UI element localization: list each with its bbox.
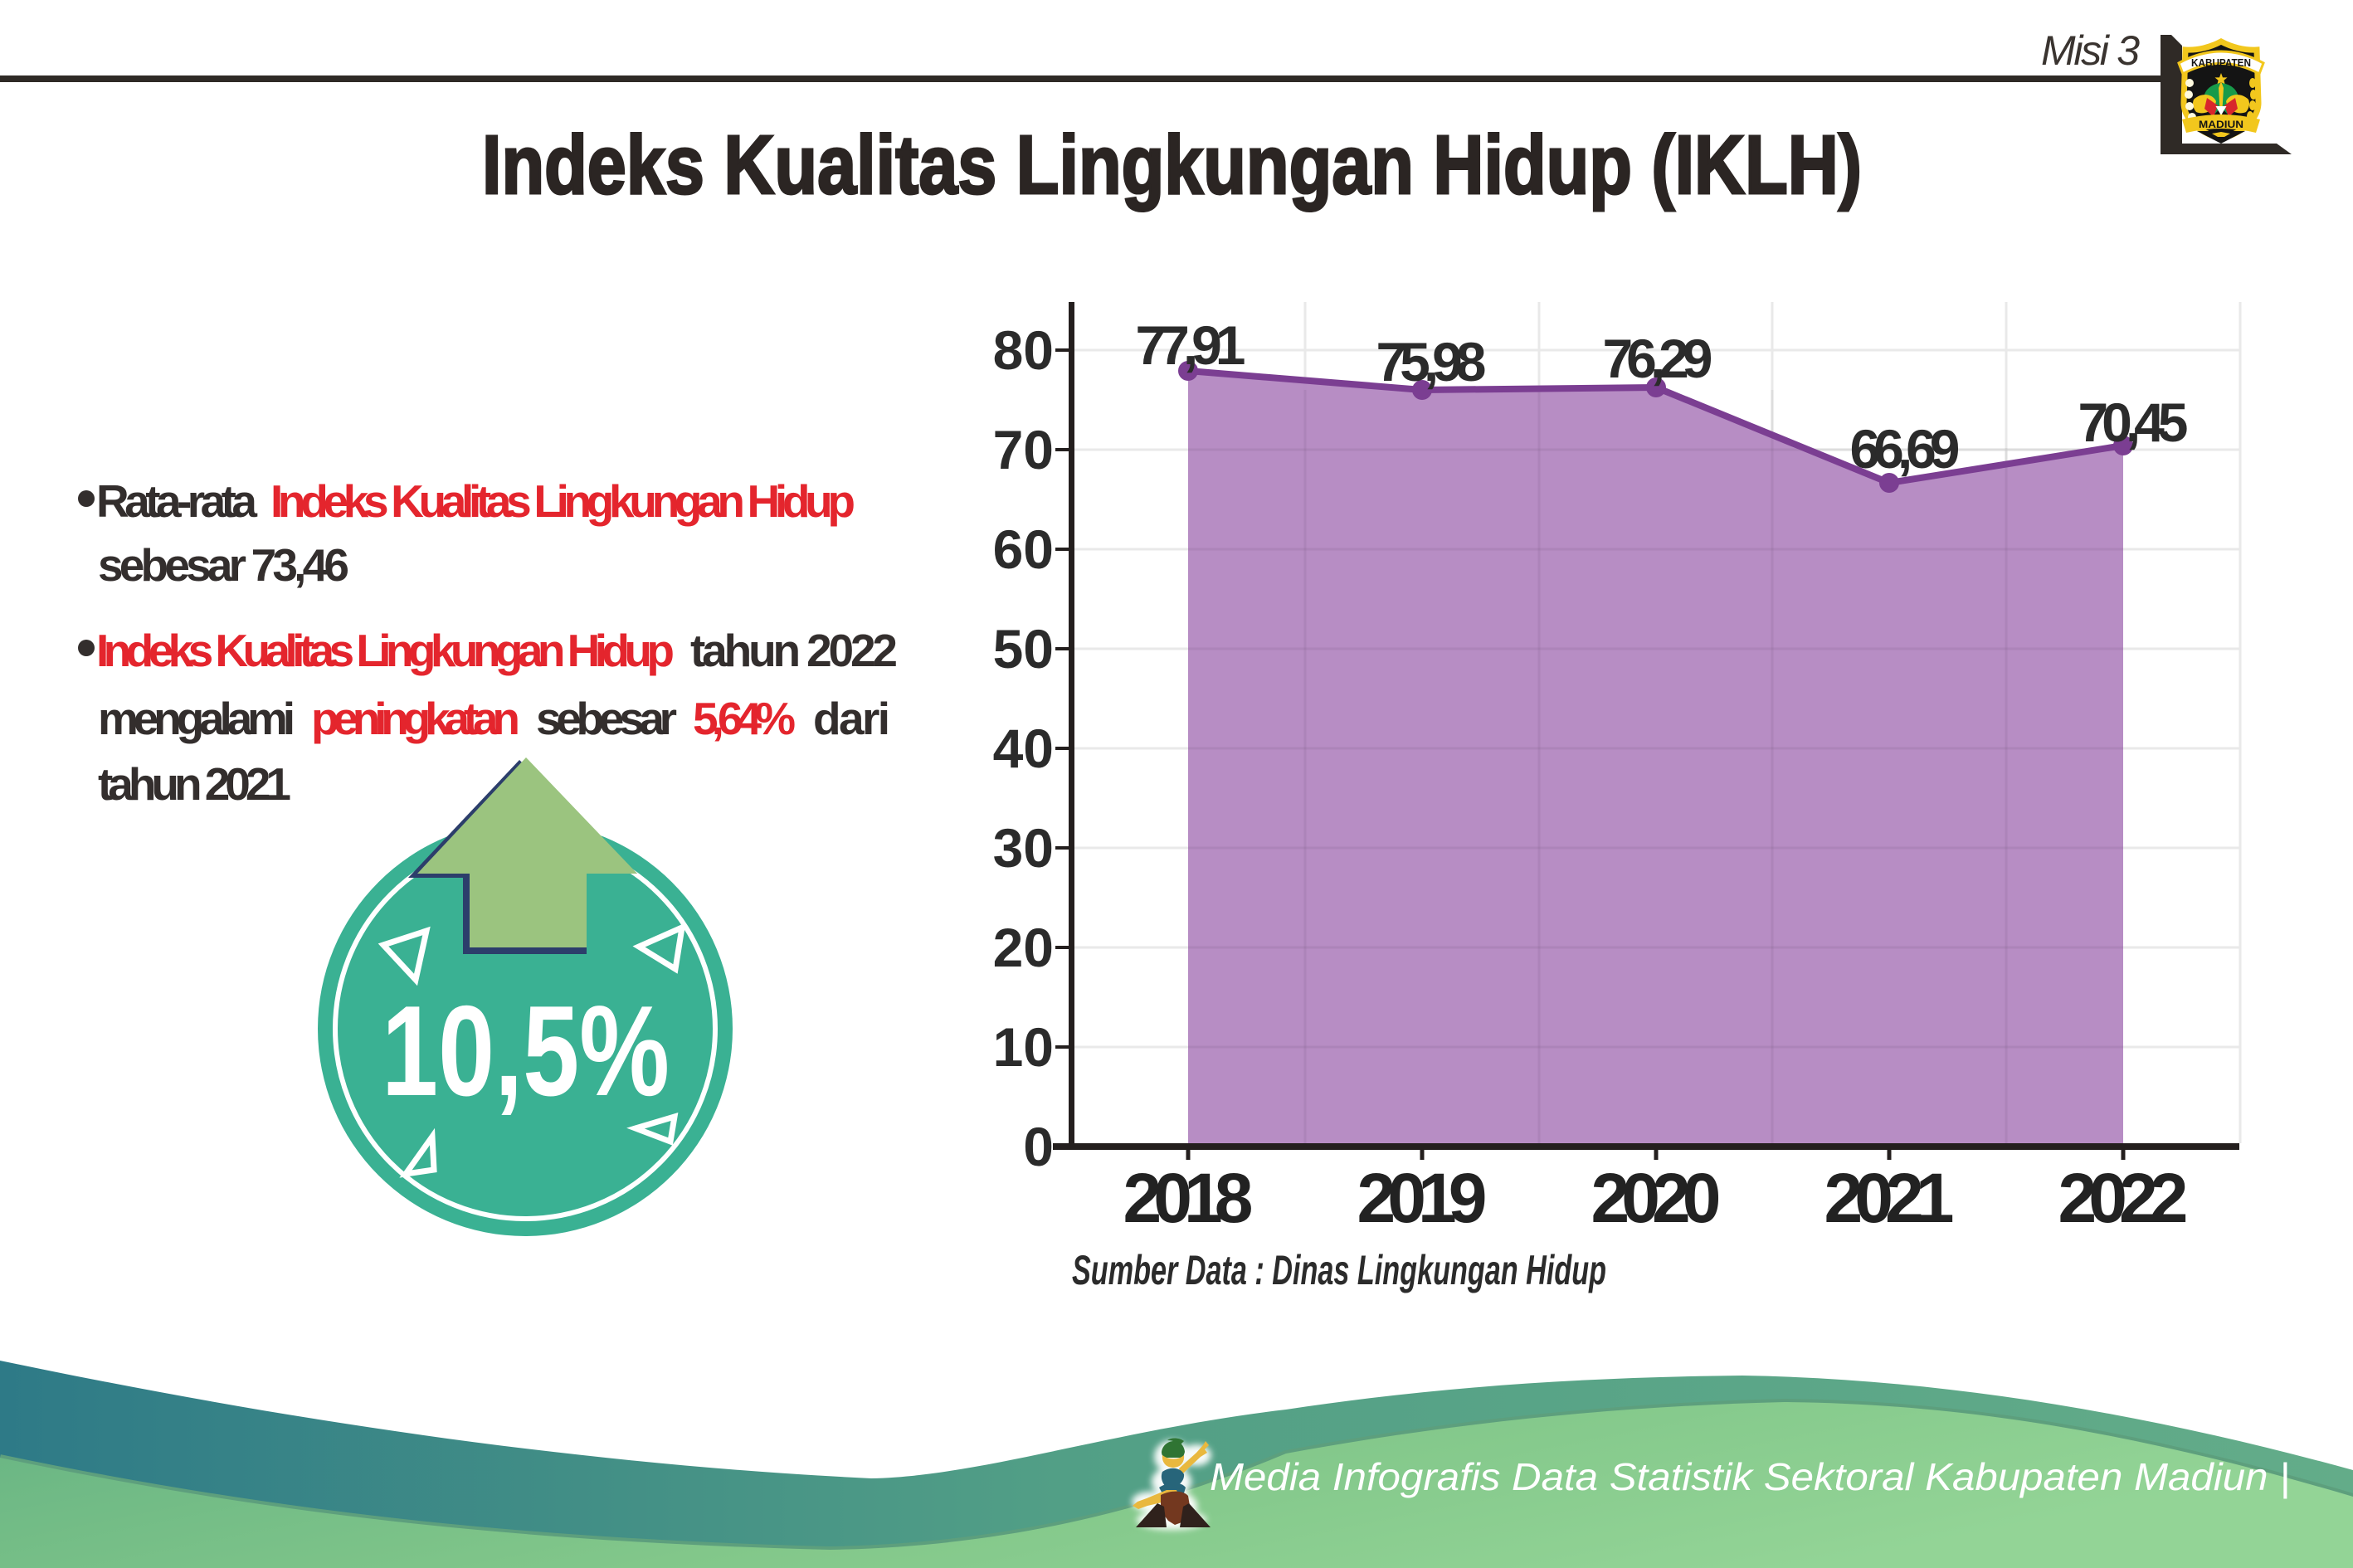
svg-text:2022: 2022 xyxy=(2058,1159,2189,1237)
svg-text:Sumber Data : Dinas Lingkungan: Sumber Data : Dinas Lingkungan Hidup xyxy=(1072,1247,1606,1293)
svg-text:20: 20 xyxy=(993,917,1054,978)
svg-text:10: 10 xyxy=(993,1016,1054,1078)
svg-text:77,91: 77,91 xyxy=(1136,314,1246,376)
svg-text:Misi 3: Misi 3 xyxy=(2041,27,2140,74)
svg-text:30: 30 xyxy=(993,817,1054,879)
svg-text:MADIUN: MADIUN xyxy=(2199,119,2243,130)
svg-text:dari: dari xyxy=(813,693,890,744)
svg-text:5,64%: 5,64% xyxy=(693,693,796,744)
svg-text:mengalami: mengalami xyxy=(98,693,295,744)
svg-text:70: 70 xyxy=(993,419,1054,480)
svg-text:2020: 2020 xyxy=(1591,1159,1722,1237)
svg-text:Media Infografis Data Statisti: Media Infografis Data Statistik Sektoral… xyxy=(1210,1455,2290,1498)
svg-text:40: 40 xyxy=(993,718,1054,779)
svg-text:0: 0 xyxy=(1023,1116,1054,1177)
svg-text:2018: 2018 xyxy=(1123,1159,1254,1237)
svg-text:Rata-rata: Rata-rata xyxy=(96,475,257,527)
svg-text:sebesar 73,46: sebesar 73,46 xyxy=(98,539,349,591)
svg-text:sebesar: sebesar xyxy=(536,693,677,744)
svg-text:Indeks Kualitas Lingkungan Hid: Indeks Kualitas Lingkungan Hidup xyxy=(96,625,675,676)
svg-text:50: 50 xyxy=(993,618,1054,679)
svg-text:tahun 2021: tahun 2021 xyxy=(98,758,291,810)
svg-text:76,29: 76,29 xyxy=(1603,328,1713,389)
svg-text:80: 80 xyxy=(993,319,1054,381)
svg-text:70,45: 70,45 xyxy=(2078,392,2189,453)
svg-text:tahun 2022: tahun 2022 xyxy=(690,625,898,676)
svg-text:60: 60 xyxy=(993,519,1054,580)
svg-text:KABUPATEN: KABUPATEN xyxy=(2191,57,2251,69)
svg-text:peningkatan: peningkatan xyxy=(311,693,520,744)
svg-text:2019: 2019 xyxy=(1357,1159,1488,1237)
svg-text:Indeks Kualitas Lingkungan Hid: Indeks Kualitas Lingkungan Hidup xyxy=(270,475,855,527)
svg-text:2021: 2021 xyxy=(1824,1159,1955,1237)
svg-text:10,5%: 10,5% xyxy=(382,979,670,1122)
svg-text:66,69: 66,69 xyxy=(1850,418,1961,480)
svg-text:75,98: 75,98 xyxy=(1376,331,1487,392)
svg-text:Indeks Kualitas Lingkungan Hid: Indeks Kualitas Lingkungan Hidup (IKLH) xyxy=(482,119,1862,212)
